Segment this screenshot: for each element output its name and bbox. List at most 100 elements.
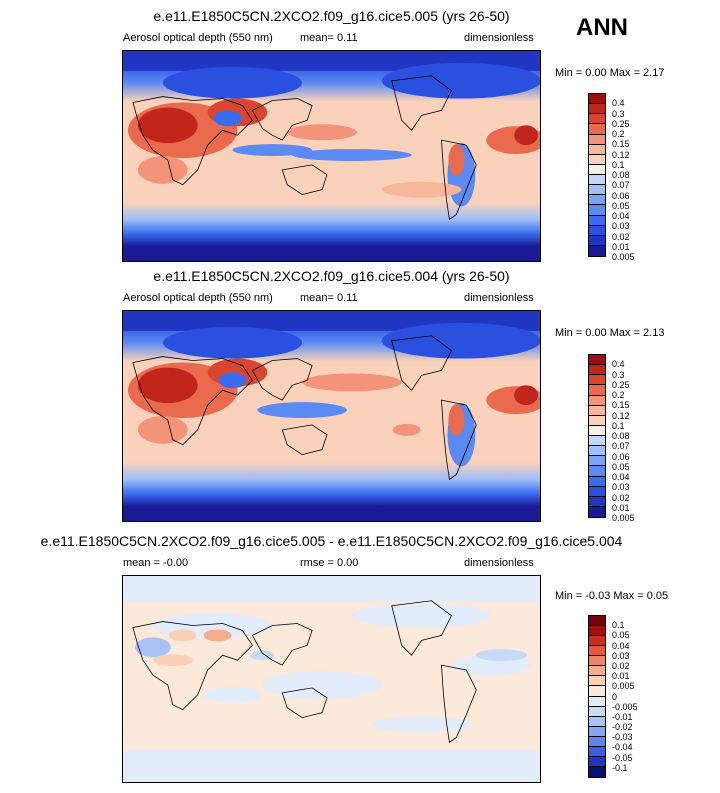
panel-top-variable-label: Aerosol optical depth (550 nm) — [123, 32, 273, 44]
colorbar-tick-label: 0.2 — [612, 129, 625, 139]
colorbar-swatch — [589, 114, 605, 125]
panel-bottom-title: e.e11.E1850C5CN.2XCO2.f09_g16.cice5.005 … — [40, 533, 623, 549]
colorbar-swatch — [589, 154, 605, 165]
colorbar-swatch — [589, 726, 605, 737]
panel-middle-colorbar — [588, 354, 606, 518]
colorbar-swatch — [589, 365, 605, 376]
panel-bottom-minmax: Min = -0.03 Max = 0.05 — [555, 590, 669, 602]
colorbar-swatch — [589, 696, 605, 707]
colorbar-tick-label: 0 — [612, 691, 618, 702]
colorbar-tick-label: -0.02 — [612, 722, 633, 733]
panel-middle-title: e.e11.E1850C5CN.2XCO2.f09_g16.cice5.004 … — [153, 268, 510, 284]
colorbar-tick-label: 0.01 — [612, 671, 630, 682]
colorbar-swatch — [589, 144, 605, 155]
colorbar-swatch — [589, 215, 605, 226]
colorbar-swatch — [589, 164, 605, 175]
panel-top-minmax: Min = 0.00 Max = 2.17 — [555, 67, 665, 79]
colorbar-tick-label: 0.07 — [612, 441, 630, 452]
colorbar-swatch — [589, 385, 605, 396]
colorbar-tick-label: 0.005 — [612, 513, 635, 523]
colorbar-tick-label: -0.03 — [612, 732, 633, 743]
colorbar-swatch — [589, 686, 605, 697]
colorbar-swatch — [589, 716, 605, 727]
panel-bottom-mean-label: mean = -0.00 — [123, 557, 189, 569]
panel-bottom-colorbar — [588, 615, 606, 778]
panel-bottom-units-label: dimensionless — [464, 557, 534, 569]
colorbar-tick-label: -0.1 — [612, 762, 628, 773]
colorbar-tick-label: -0.005 — [612, 701, 638, 712]
colorbar-tick-label: 0.04 — [612, 472, 630, 482]
colorbar-tick-label: 0.02 — [612, 492, 630, 503]
colorbar-tick-label: 0.08 — [612, 170, 630, 180]
colorbar-swatch — [589, 706, 605, 717]
colorbar-swatch — [589, 496, 605, 507]
colorbar-swatch — [589, 124, 605, 135]
colorbar-swatch — [589, 486, 605, 497]
colorbar-tick-label: 0.03 — [612, 221, 630, 232]
colorbar-tick-label: 0.01 — [612, 241, 630, 252]
colorbar-tick-label: 0.3 — [612, 108, 625, 119]
colorbar-swatch — [589, 666, 605, 677]
colorbar-tick-label: 0.25 — [612, 379, 630, 390]
colorbar-swatch — [589, 616, 605, 627]
colorbar-swatch — [589, 134, 605, 145]
colorbar-tick-label: 0.12 — [612, 149, 630, 160]
panel-top-map — [122, 50, 541, 262]
colorbar-tick-label: 0.05 — [612, 200, 630, 211]
colorbar-tick-label: 0.1 — [612, 620, 625, 631]
colorbar-tick-label: 0.12 — [612, 410, 630, 421]
colorbar-swatch — [589, 506, 605, 517]
colorbar-swatch — [589, 195, 605, 206]
colorbar-tick-label: 0.005 — [612, 252, 635, 262]
season-label: ANN — [576, 14, 628, 41]
colorbar-tick-label: 0.05 — [612, 630, 630, 641]
colorbar-swatch — [589, 476, 605, 487]
colorbar-tick-label: 0.3 — [612, 369, 625, 380]
colorbar-swatch — [589, 746, 605, 757]
colorbar-swatch — [589, 646, 605, 657]
panel-bottom-rmse-label: rmse = 0.00 — [300, 557, 359, 569]
colorbar-tick-label: 0.15 — [612, 400, 630, 411]
colorbar-swatch — [589, 456, 605, 467]
colorbar-swatch — [589, 405, 605, 416]
colorbar-swatch — [589, 756, 605, 767]
panel-middle-units-label: dimensionless — [464, 292, 534, 304]
panel-middle-map-svg — [123, 311, 540, 521]
colorbar-swatch — [589, 235, 605, 246]
panel-top-units-label: dimensionless — [464, 32, 534, 44]
colorbar-tick-label: -0.01 — [612, 711, 633, 722]
colorbar-tick-label: 0.02 — [612, 231, 630, 242]
colorbar-swatch — [589, 736, 605, 747]
colorbar-swatch — [589, 676, 605, 687]
colorbar-swatch — [589, 656, 605, 667]
colorbar-tick-label: -0.05 — [612, 752, 633, 763]
colorbar-tick-label: 0.01 — [612, 502, 630, 513]
colorbar-swatch — [589, 245, 605, 256]
colorbar-swatch — [589, 626, 605, 637]
panel-top-mean-label: mean= 0.11 — [300, 32, 358, 44]
colorbar-tick-label: 0.06 — [612, 451, 630, 462]
colorbar-tick-label: 0.005 — [612, 681, 635, 692]
colorbar-swatch — [589, 94, 605, 105]
colorbar-tick-label: 0.05 — [612, 461, 630, 472]
colorbar-swatch — [589, 436, 605, 447]
colorbar-swatch — [589, 425, 605, 436]
colorbar-swatch — [589, 355, 605, 366]
colorbar-tick-label: 0.07 — [612, 180, 630, 191]
colorbar-swatch — [589, 375, 605, 386]
colorbar-tick-label: 0.04 — [612, 211, 630, 221]
colorbar-tick-label: 0.03 — [612, 482, 630, 493]
panel-bottom-map-svg — [123, 576, 540, 782]
colorbar-swatch — [589, 466, 605, 477]
colorbar-swatch — [589, 395, 605, 406]
colorbar-tick-label: 0.4 — [612, 98, 625, 109]
colorbar-tick-label: 0.02 — [612, 660, 630, 671]
colorbar-tick-label: 0.4 — [612, 359, 625, 370]
colorbar-tick-label: 0.04 — [612, 640, 630, 651]
colorbar-tick-label: 0.2 — [612, 390, 625, 400]
colorbar-swatch — [589, 415, 605, 426]
colorbar-swatch — [589, 185, 605, 196]
colorbar-tick-label: 0.03 — [612, 650, 630, 661]
colorbar-swatch — [589, 205, 605, 216]
colorbar-tick-label: 0.15 — [612, 139, 630, 150]
